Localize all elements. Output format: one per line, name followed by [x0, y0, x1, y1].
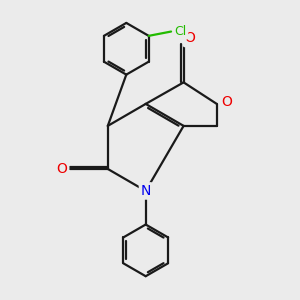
Text: N: N: [140, 184, 151, 198]
Text: Cl: Cl: [174, 25, 187, 38]
Text: O: O: [221, 95, 232, 109]
Text: O: O: [184, 32, 196, 45]
Text: O: O: [57, 162, 68, 176]
